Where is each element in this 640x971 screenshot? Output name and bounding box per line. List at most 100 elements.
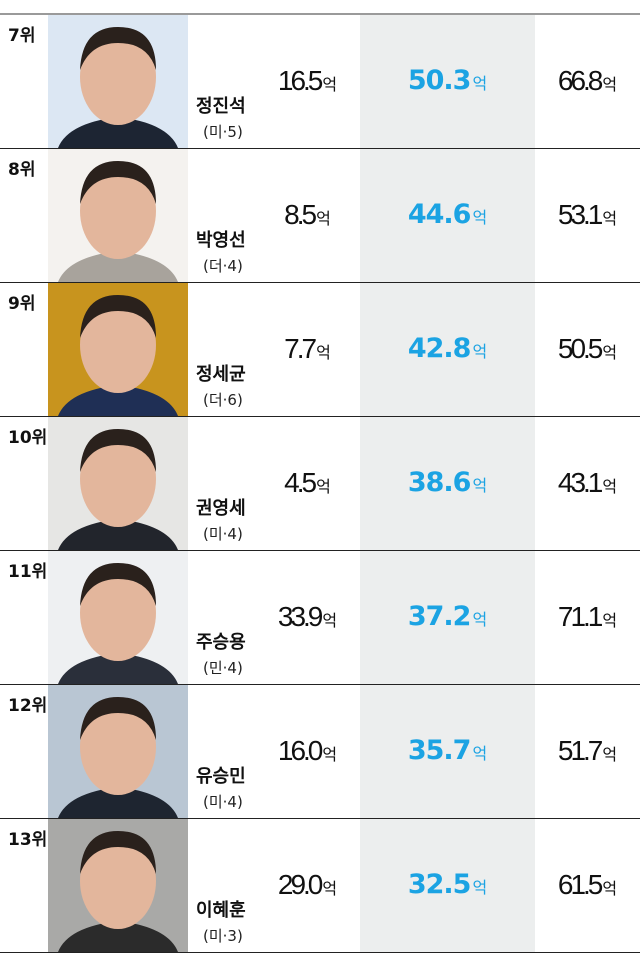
- portrait-photo: [48, 15, 188, 148]
- table-row: 11위 주승용 (민·4) 33.9 억 37.2 억 71.1 억: [0, 551, 640, 685]
- rank-label: 13위: [8, 830, 48, 850]
- unit-label: 억: [602, 211, 618, 228]
- amount: 66.8: [557, 65, 603, 96]
- portrait-photo: [48, 819, 188, 952]
- value-col2-highlight: 42.8 억: [360, 333, 535, 364]
- ranking-table: 7위 정진석 (미·5) 16.5 억 50.3 억 66.8 억 8위 박영선 (더…: [0, 13, 640, 953]
- person-silhouette-icon: [48, 685, 188, 818]
- amount: 61.5: [557, 869, 603, 900]
- unit-label: 억: [472, 74, 488, 93]
- amount: 29.0: [277, 869, 323, 900]
- unit-label: 억: [316, 345, 331, 362]
- rank-label: 7위: [8, 26, 36, 46]
- party-term: (미·5): [203, 123, 243, 141]
- unit-label: 억: [602, 613, 618, 630]
- amount: 35.7: [407, 735, 472, 766]
- value-col1: 29.0 억: [255, 869, 360, 901]
- unit-label: 억: [472, 208, 488, 227]
- amount: 50.3: [407, 65, 472, 96]
- rank-label: 11위: [8, 562, 48, 582]
- highlight-column-bg: [360, 685, 535, 818]
- highlight-column-bg: [360, 819, 535, 952]
- person-name: 정세균: [196, 364, 246, 385]
- person-silhouette-icon: [48, 149, 188, 282]
- highlight-column-bg: [360, 551, 535, 684]
- portrait-photo: [48, 685, 188, 818]
- person-name: 정진석: [196, 96, 246, 117]
- amount: 44.6: [407, 199, 472, 230]
- value-col2-highlight: 35.7 억: [360, 735, 535, 766]
- amount: 16.5: [277, 65, 323, 96]
- value-col2-highlight: 37.2 억: [360, 601, 535, 632]
- table-row: 13위 이혜훈 (미·3) 29.0 억 32.5 억 61.5 억: [0, 819, 640, 953]
- unit-label: 억: [316, 211, 331, 228]
- unit-label: 억: [322, 77, 338, 94]
- rank-label: 12위: [8, 696, 48, 716]
- portrait-photo: [48, 417, 188, 550]
- portrait-photo: [48, 283, 188, 416]
- table-row: 12위 유승민 (미·4) 16.0 억 35.7 억 51.7 억: [0, 685, 640, 819]
- rank-label: 8위: [8, 160, 36, 180]
- amount: 7.7: [284, 333, 317, 364]
- value-col2-highlight: 38.6 억: [360, 467, 535, 498]
- value-col2-highlight: 32.5 억: [360, 869, 535, 900]
- person-silhouette-icon: [48, 417, 188, 550]
- unit-label: 억: [602, 747, 618, 764]
- value-col1: 33.9 억: [255, 601, 360, 633]
- unit-label: 억: [472, 342, 488, 361]
- unit-label: 억: [472, 476, 488, 495]
- person-name: 주승용: [196, 632, 246, 653]
- table-row: 8위 박영선 (더·4) 8.5 억 44.6 억 53.1 억: [0, 149, 640, 283]
- person-name: 이혜훈: [196, 900, 246, 921]
- party-term: (미·4): [203, 793, 243, 811]
- amount: 33.9: [277, 601, 323, 632]
- value-col3: 51.7 억: [535, 735, 640, 767]
- value-col1: 16.0 억: [255, 735, 360, 767]
- highlight-column-bg: [360, 417, 535, 550]
- person-name: 권영세: [196, 498, 246, 519]
- amount: 51.7: [557, 735, 603, 766]
- unit-label: 억: [322, 747, 338, 764]
- value-col2-highlight: 44.6 억: [360, 199, 535, 230]
- value-col3: 50.5 억: [535, 333, 640, 365]
- value-col3: 61.5 억: [535, 869, 640, 901]
- unit-label: 억: [602, 77, 618, 94]
- unit-label: 억: [322, 881, 338, 898]
- table-row: 10위 권영세 (미·4) 4.5 억 38.6 억 43.1 억: [0, 417, 640, 551]
- person-silhouette-icon: [48, 551, 188, 684]
- value-col1: 16.5 억: [255, 65, 360, 97]
- amount: 43.1: [557, 467, 603, 498]
- amount: 16.0: [277, 735, 323, 766]
- amount: 71.1: [557, 601, 603, 632]
- portrait-photo: [48, 551, 188, 684]
- unit-label: 억: [322, 613, 338, 630]
- amount: 38.6: [407, 467, 472, 498]
- value-col3: 71.1 억: [535, 601, 640, 633]
- party-term: (더·4): [203, 257, 243, 275]
- amount: 42.8: [407, 333, 472, 364]
- person-silhouette-icon: [48, 819, 188, 952]
- value-col3: 43.1 억: [535, 467, 640, 499]
- unit-label: 억: [602, 881, 618, 898]
- person-silhouette-icon: [48, 283, 188, 416]
- highlight-column-bg: [360, 283, 535, 416]
- amount: 37.2: [407, 601, 472, 632]
- rank-label: 9위: [8, 294, 36, 314]
- value-col1: 7.7 억: [255, 333, 360, 365]
- value-col3: 66.8 억: [535, 65, 640, 97]
- rank-label: 10위: [8, 428, 48, 448]
- person-name: 유승민: [196, 766, 246, 787]
- amount: 8.5: [284, 199, 317, 230]
- value-col2-highlight: 50.3 억: [360, 65, 535, 96]
- unit-label: 억: [602, 479, 618, 496]
- amount: 4.5: [284, 467, 317, 498]
- party-term: (민·4): [203, 659, 243, 677]
- party-term: (미·3): [203, 927, 243, 945]
- highlight-column-bg: [360, 149, 535, 282]
- person-name: 박영선: [196, 230, 246, 251]
- value-col1: 8.5 억: [255, 199, 360, 231]
- unit-label: 억: [602, 345, 618, 362]
- amount: 53.1: [557, 199, 603, 230]
- unit-label: 억: [472, 744, 488, 763]
- unit-label: 억: [472, 610, 488, 629]
